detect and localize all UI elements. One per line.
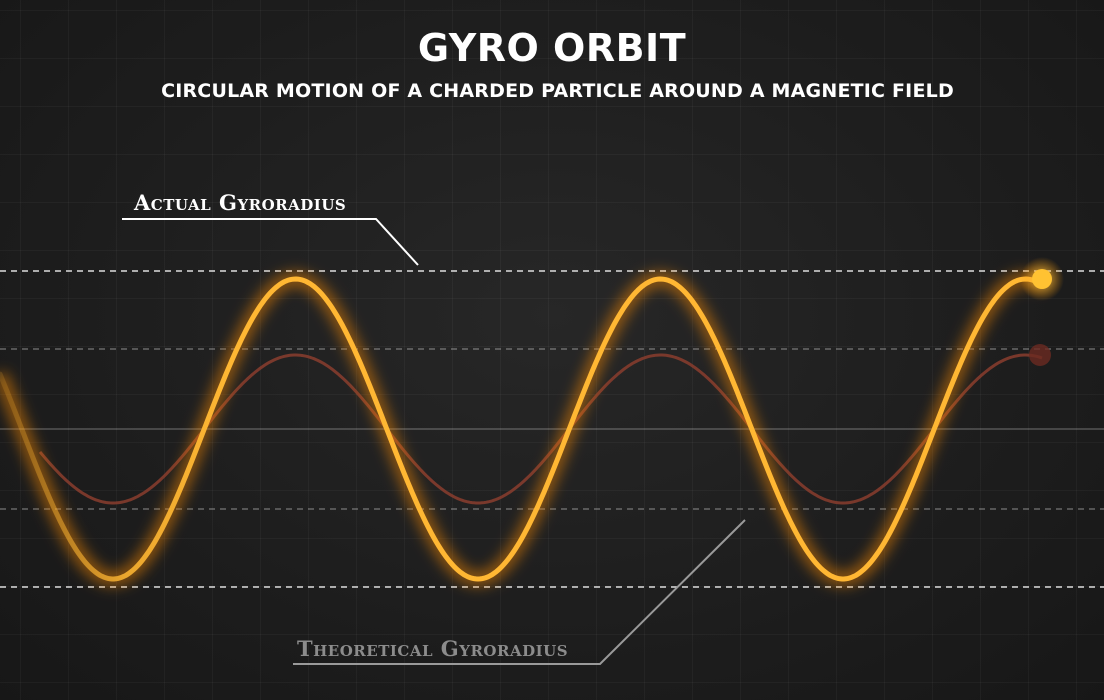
actual-gyroradius-curve xyxy=(0,276,1045,582)
diagram-subtitle: CIRCULAR MOTION OF A CHARDED PARTICLE AR… xyxy=(161,80,954,102)
particle-dot xyxy=(1032,269,1052,289)
actual-gyroradius-label: Actual Gyroradius xyxy=(134,190,347,215)
actual-label-leader xyxy=(122,218,419,266)
theoretical-particle-dot xyxy=(1029,344,1051,366)
theoretical-gyroradius-label: Theoretical Gyroradius xyxy=(297,636,569,661)
diagram-title: GYRO ORBIT xyxy=(417,26,687,70)
theoretical-label-leader xyxy=(293,519,746,665)
